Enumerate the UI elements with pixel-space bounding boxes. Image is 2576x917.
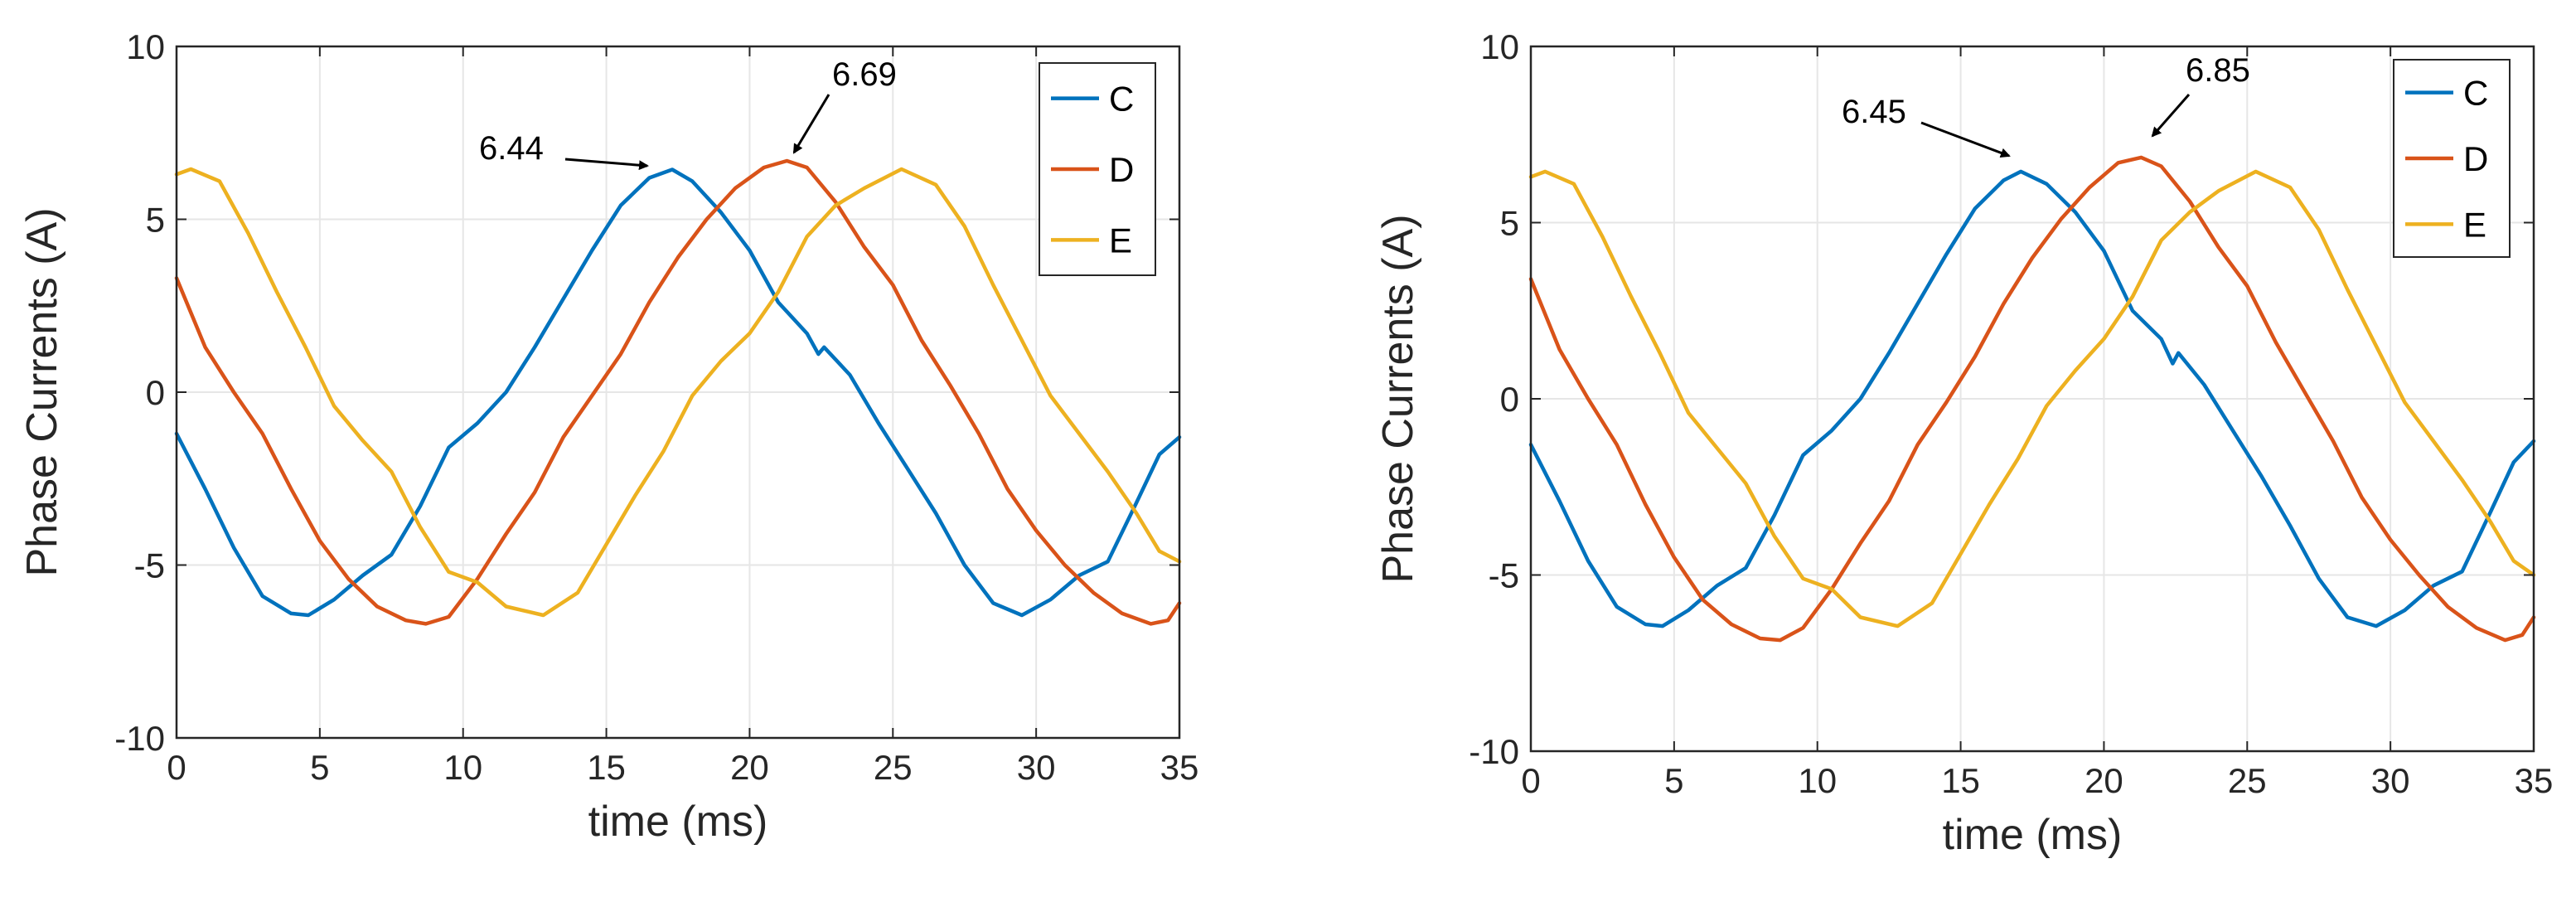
legend-label-E: E: [2463, 205, 2486, 244]
legend-label-D: D: [1109, 150, 1134, 189]
y-tick-label: 0: [1500, 380, 1519, 419]
y-tick-label: 5: [1500, 204, 1519, 243]
legend-label-C: C: [2463, 74, 2488, 113]
peak-annotation-label: 6.69: [832, 56, 897, 93]
series-line-C: [1528, 169, 2536, 628]
series-line-E: [1528, 169, 2536, 628]
legend-label-D: D: [2463, 139, 2488, 178]
x-tick-label: 20: [730, 748, 769, 787]
y-axis-label: Phase Currents (A): [18, 207, 66, 576]
y-tick-label: -10: [114, 719, 165, 758]
series-line-C: [174, 167, 1182, 618]
x-tick-label: 35: [2515, 761, 2554, 800]
peak-annotation-label: 6.45: [1842, 94, 1906, 130]
peak-annotation-arrow: [792, 94, 830, 154]
x-tick-label: 20: [2085, 761, 2123, 800]
x-tick-label: 15: [1941, 761, 1980, 800]
x-tick-label: 0: [167, 748, 186, 787]
peak-annotation-label: 6.44: [479, 130, 544, 167]
y-tick-label: -5: [1489, 556, 1519, 595]
x-tick-label: 15: [587, 748, 626, 787]
legend-label-C: C: [1109, 80, 1134, 119]
x-axis-label: time (ms): [1943, 811, 2123, 859]
x-tick-label: 10: [1798, 761, 1837, 800]
legend: CDE: [1039, 62, 1156, 276]
x-tick-label: 30: [2371, 761, 2410, 800]
chart-panel-1: 0 5 10 15 20 25 30 35 -10 -5 0 5 10 time (ms) Phase Cu…: [18, 27, 1198, 846]
y-tick-label: 5: [146, 201, 165, 240]
y-tick-label: 10: [126, 27, 165, 66]
x-tick-label: 30: [1017, 748, 1056, 787]
chart-panel-2: 0 5 10 15 20 25 30 35 -10 -5 0 5 10 time (ms) Phase Cu…: [1374, 27, 2553, 859]
y-tick-label: -5: [134, 546, 165, 585]
x-tick-label: 5: [310, 748, 329, 787]
x-tick-label: 0: [1521, 761, 1540, 800]
x-axis-label: time (ms): [588, 798, 768, 846]
y-tick-label: 0: [146, 373, 165, 412]
x-tick-label: 35: [1160, 748, 1199, 787]
peak-annotation-arrow: [564, 158, 649, 171]
legend: CDE: [2393, 59, 2511, 258]
series-line-E: [174, 167, 1182, 618]
x-tick-label: 10: [443, 748, 482, 787]
x-tick-label: 5: [1664, 761, 1683, 800]
peak-annotation-label: 6.85: [2186, 52, 2250, 89]
x-tick-label: 25: [2228, 761, 2267, 800]
series-line-D: [174, 158, 1182, 626]
legend-label-E: E: [1109, 221, 1132, 260]
y-axis-label: Phase Currents (A): [1374, 214, 1422, 583]
peak-annotation-arrow: [2151, 94, 2191, 138]
series-line-D: [1528, 155, 2536, 643]
x-tick-label: 25: [874, 748, 913, 787]
y-tick-label: 10: [1480, 27, 1519, 66]
peak-annotation-arrow: [1920, 121, 2011, 158]
y-tick-label: -10: [1469, 732, 1519, 771]
